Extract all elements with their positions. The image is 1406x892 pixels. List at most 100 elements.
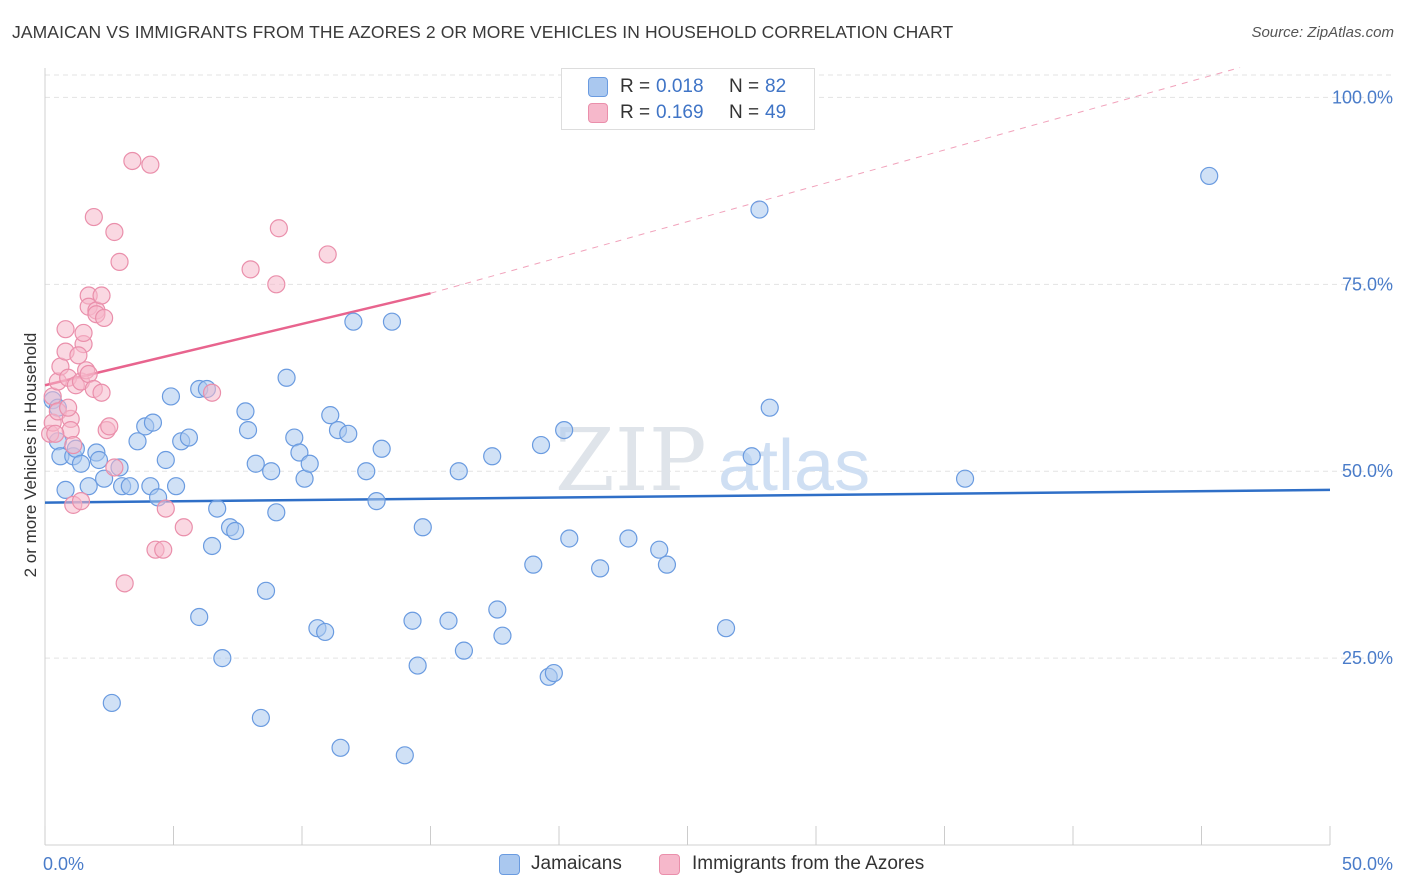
azores-point <box>105 222 124 242</box>
jamaicans-point <box>483 447 502 466</box>
legend-swatch-pink <box>659 854 680 875</box>
jamaicans-point <box>256 581 276 600</box>
jamaicans-point <box>246 454 265 473</box>
legend-swatch-blue <box>499 854 520 875</box>
azores-point <box>84 207 103 227</box>
legend-label-jamaicans: Jamaicans <box>531 853 622 874</box>
legend-r-label: R = <box>620 76 651 97</box>
azores-point <box>56 320 75 339</box>
jamaicans-point <box>238 420 258 440</box>
jamaicans-point <box>251 708 270 728</box>
legend-row-azores: R = 0.169 N = 49 <box>562 100 814 126</box>
azores-point <box>46 424 65 443</box>
x-tick-label: 50.0% <box>1342 854 1393 874</box>
azores-point <box>154 540 173 559</box>
legend-n-value: 49 <box>765 102 787 123</box>
jamaicans-point <box>454 641 474 660</box>
jamaicans-point <box>382 312 402 331</box>
y-tick-label: 50.0% <box>1342 461 1393 481</box>
azores-point <box>92 286 111 305</box>
jamaicans-point <box>395 746 414 765</box>
azores-point <box>95 308 114 328</box>
jamaicans-point <box>403 611 422 630</box>
jamaicans-point <box>321 406 340 425</box>
azores-point <box>71 492 91 511</box>
jamaicans-point <box>190 607 209 627</box>
azores-point <box>115 574 134 593</box>
azores-point <box>318 245 337 264</box>
azores-trend-extension <box>430 67 1241 294</box>
azores-point <box>59 398 78 417</box>
legend-swatch-pink <box>588 103 608 123</box>
azores-point <box>110 252 129 271</box>
legend-r-value: 0.169 <box>656 102 704 123</box>
jamaicans-point <box>143 413 163 432</box>
jamaicans-point <box>120 477 139 496</box>
jamaicans-point <box>408 656 427 675</box>
axes <box>44 68 1331 846</box>
jamaicans-point <box>56 480 75 500</box>
y-axis-title: 2 or more Vehicles in Household <box>21 333 40 578</box>
jamaicans-point <box>179 428 199 447</box>
jamaicans-point <box>166 477 186 496</box>
azores-point <box>141 155 160 174</box>
data-points <box>41 151 1219 765</box>
jamaicans-point <box>591 559 610 578</box>
azores-point <box>92 383 111 402</box>
azores-point <box>174 518 193 537</box>
jamaicans-point <box>331 738 350 757</box>
legend-swatch-blue <box>588 77 608 97</box>
jamaicans-point <box>619 529 638 548</box>
jamaicans-point <box>300 454 319 473</box>
jamaicans-point <box>208 499 227 518</box>
jamaicans-point <box>213 649 232 668</box>
jamaicans-point <box>544 663 563 683</box>
azores-point <box>156 499 175 518</box>
jamaicans-point <box>89 450 109 470</box>
azores-point <box>267 275 286 294</box>
jamaicans-point <box>439 611 458 630</box>
jamaicans-point <box>531 435 551 455</box>
legend-label-azores: Immigrants from the Azores <box>692 853 925 874</box>
legend-r-label: R = <box>620 102 651 123</box>
jamaicans-point <box>560 529 579 548</box>
jamaicans-point <box>555 420 574 440</box>
jamaicans-point <box>316 622 335 642</box>
correlation-legend: R = 0.018 N = 82 R = 0.169 N = 49 <box>561 68 815 130</box>
azores-point <box>74 323 93 343</box>
jamaicans-point <box>156 450 175 470</box>
jamaicans-point <box>277 368 296 387</box>
legend-n-label: N = <box>729 76 760 97</box>
jamaicans-point <box>128 432 147 451</box>
y-tick-label: 75.0% <box>1342 274 1393 294</box>
jamaicans-point <box>955 469 975 488</box>
y-tick-label: 100.0% <box>1332 87 1393 107</box>
azores-point <box>105 458 124 477</box>
jamaicans-point <box>344 312 363 331</box>
legend-r-value: 0.018 <box>656 76 704 97</box>
series-legend: Jamaicans Immigrants from the Azores <box>0 852 1406 878</box>
jamaicans-point <box>290 443 309 462</box>
azores-point <box>202 383 222 402</box>
jamaicans-point <box>226 521 245 541</box>
legend-row-jamaicans: R = 0.018 N = 82 <box>562 74 814 100</box>
jamaicans-point <box>750 200 769 219</box>
jamaicans-point <box>367 492 386 511</box>
jamaicans-point <box>650 540 669 559</box>
jamaicans-point <box>236 402 255 421</box>
jamaicans-point <box>202 536 222 556</box>
azores-point <box>100 417 119 436</box>
azores-point <box>69 346 88 365</box>
tick-labels: 25.0% 50.0% 75.0% 100.0% 0.0% 50.0% <box>43 87 1393 874</box>
jamaicans-point <box>760 398 779 417</box>
jamaicans-point <box>357 462 376 481</box>
trend-lines <box>44 67 1331 504</box>
chart-title: JAMAICAN VS IMMIGRANTS FROM THE AZORES 2… <box>12 22 954 42</box>
jamaicans-point <box>742 447 761 466</box>
jamaicans-point <box>372 439 391 458</box>
x-tick-label: 0.0% <box>43 854 84 874</box>
jamaicans-point <box>102 693 121 713</box>
jamaicans-point <box>657 555 677 574</box>
jamaicans-point <box>79 477 98 496</box>
